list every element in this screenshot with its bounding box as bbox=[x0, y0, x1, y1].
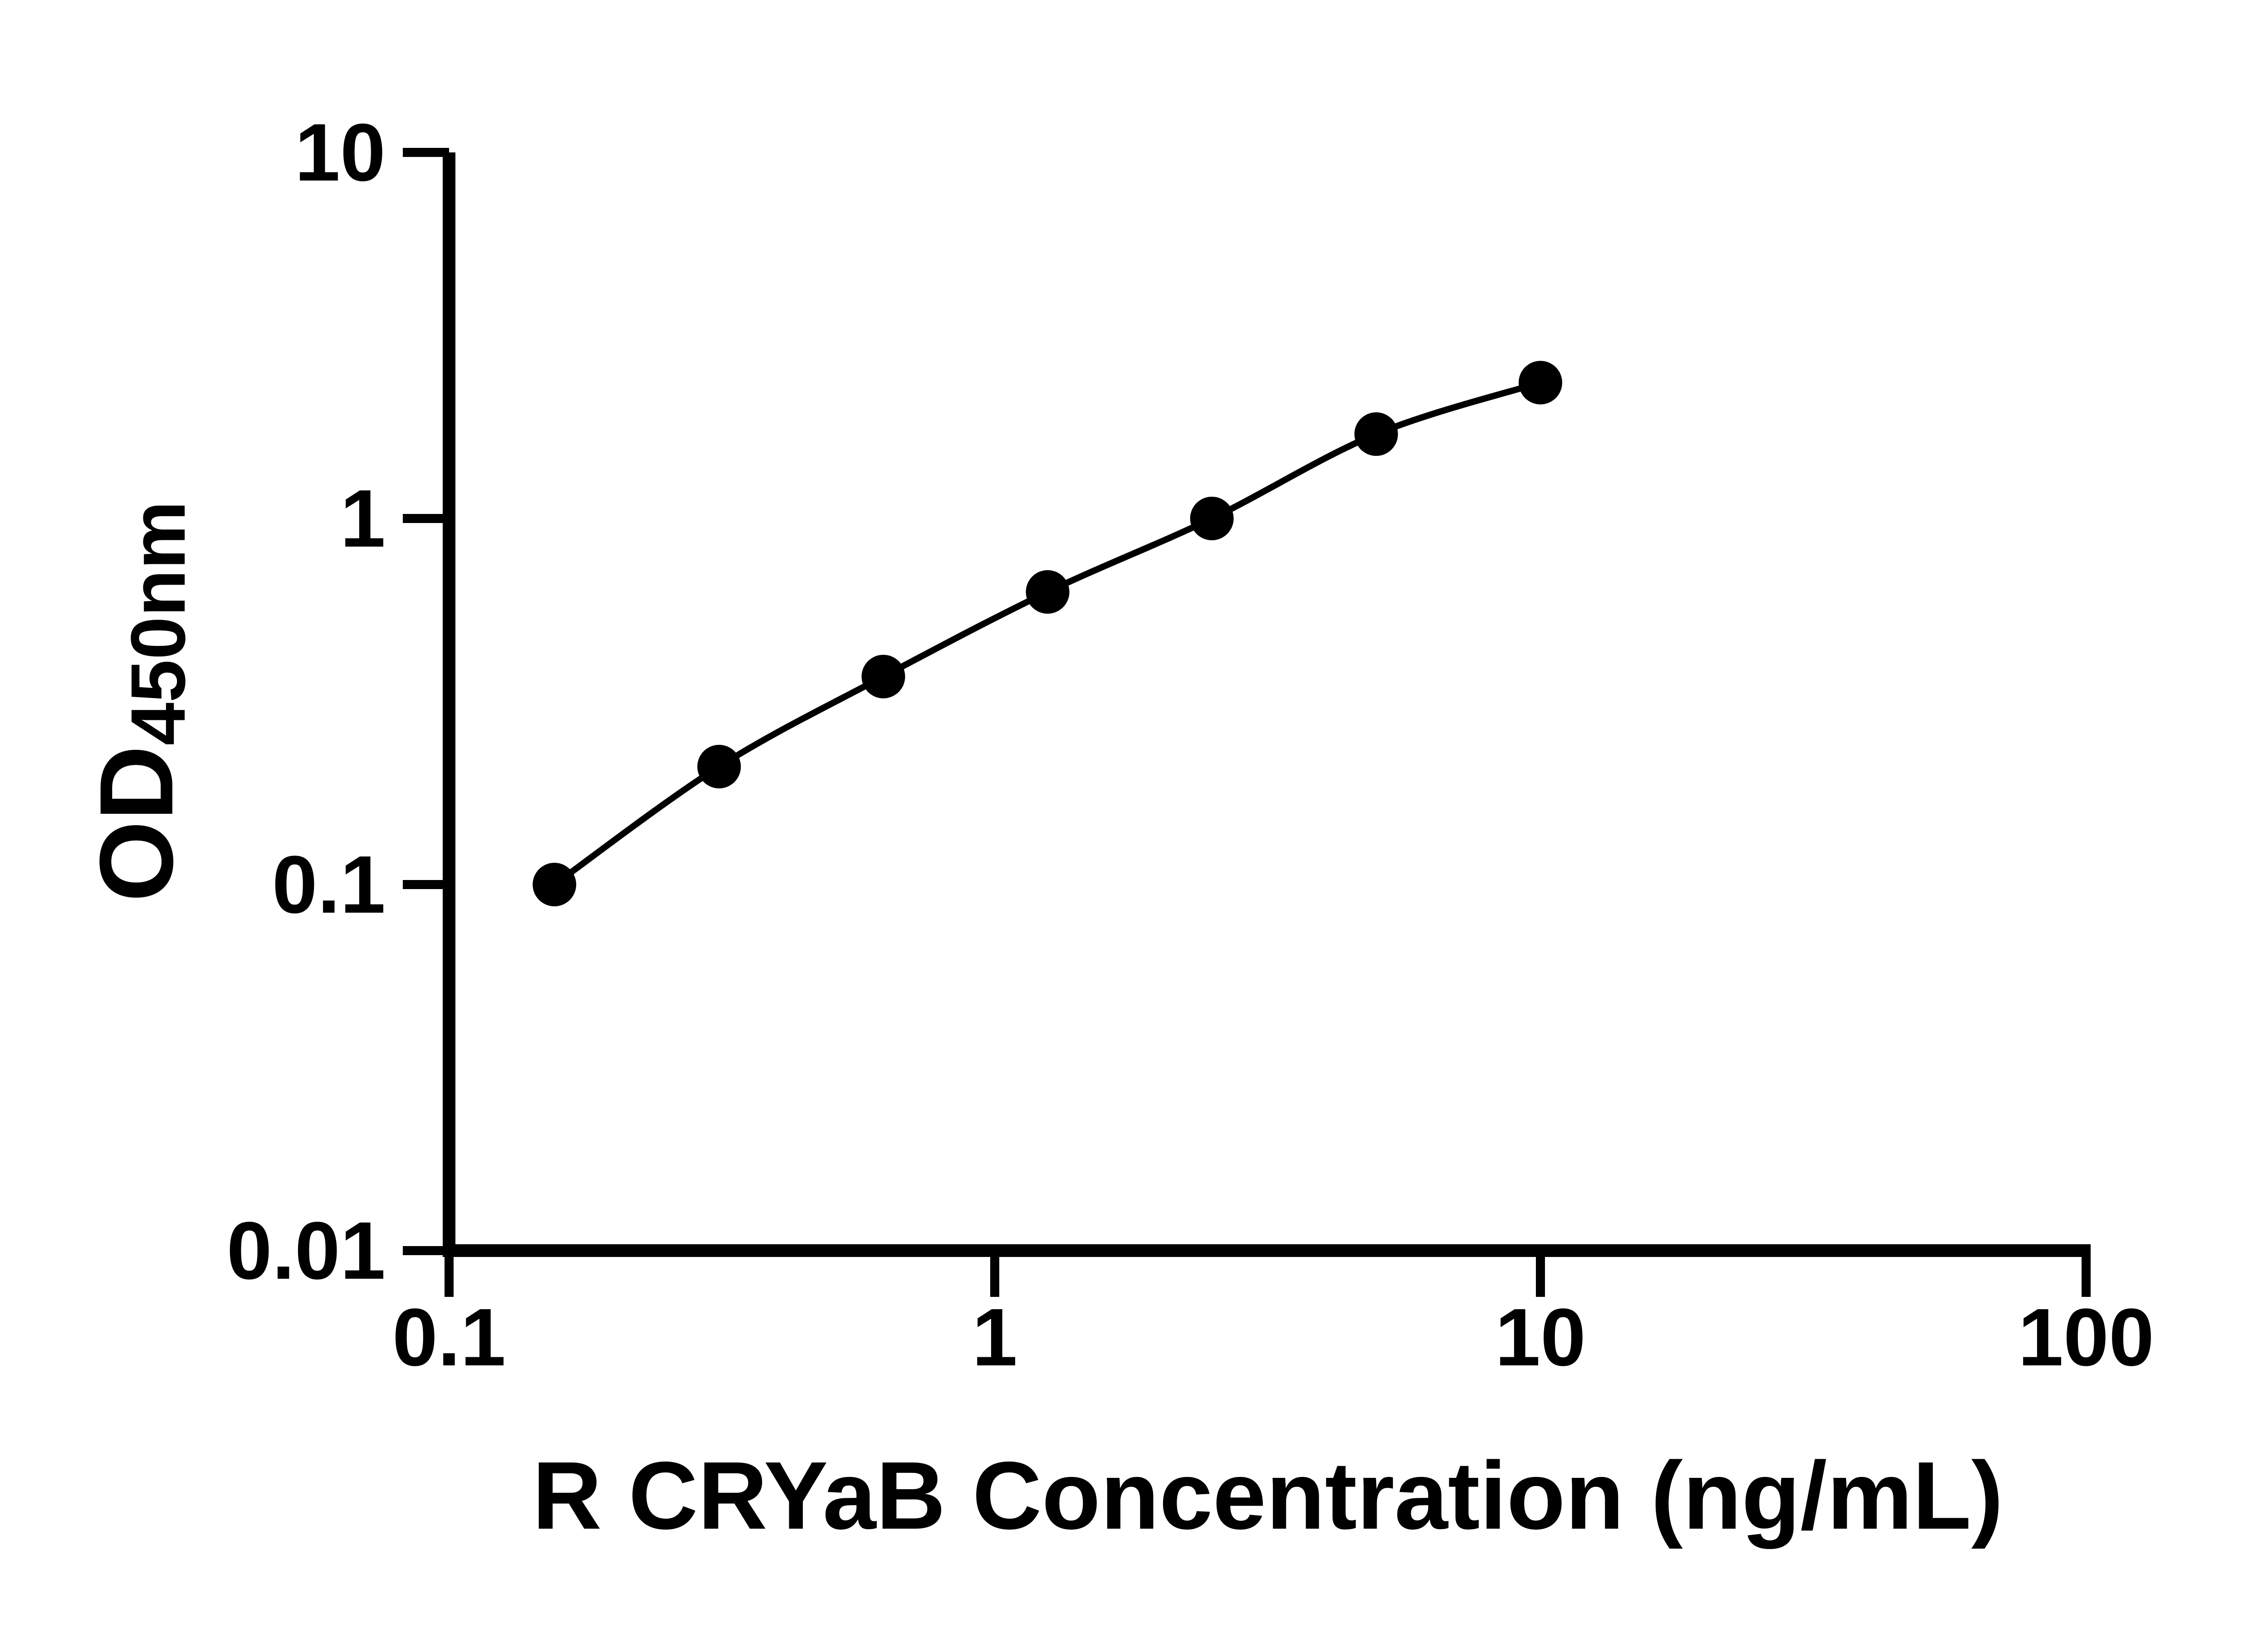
y-tick-label: 1 bbox=[340, 473, 386, 564]
standard-curve-line bbox=[552, 379, 1542, 887]
y-tick-label: 0.01 bbox=[227, 1205, 386, 1296]
y-tick-label: 10 bbox=[295, 107, 386, 198]
y-axis-title: OD450nm bbox=[54, 152, 227, 1251]
data-point-marker bbox=[1026, 570, 1070, 614]
y-tick-label: 0.1 bbox=[272, 839, 386, 930]
x-tick-label: 10 bbox=[1495, 1292, 1586, 1383]
data-point-marker bbox=[1519, 361, 1562, 405]
y-axis-title-subscript: 450nm bbox=[115, 501, 202, 746]
data-point-marker bbox=[861, 655, 905, 699]
x-tick-label: 0.1 bbox=[392, 1292, 506, 1383]
y-axis-title-text: OD450nm bbox=[78, 501, 201, 902]
data-point-marker bbox=[1354, 412, 1398, 456]
x-tick-label: 100 bbox=[2018, 1292, 2154, 1383]
x-axis-title: R CRYaB Concentration (ng/mL) bbox=[532, 1442, 2004, 1549]
data-point-marker bbox=[697, 745, 741, 788]
data-point-marker bbox=[1190, 497, 1234, 540]
x-tick-label: 1 bbox=[972, 1292, 1017, 1383]
data-point-marker bbox=[533, 863, 577, 906]
y-axis-title-main: OD bbox=[78, 745, 195, 902]
